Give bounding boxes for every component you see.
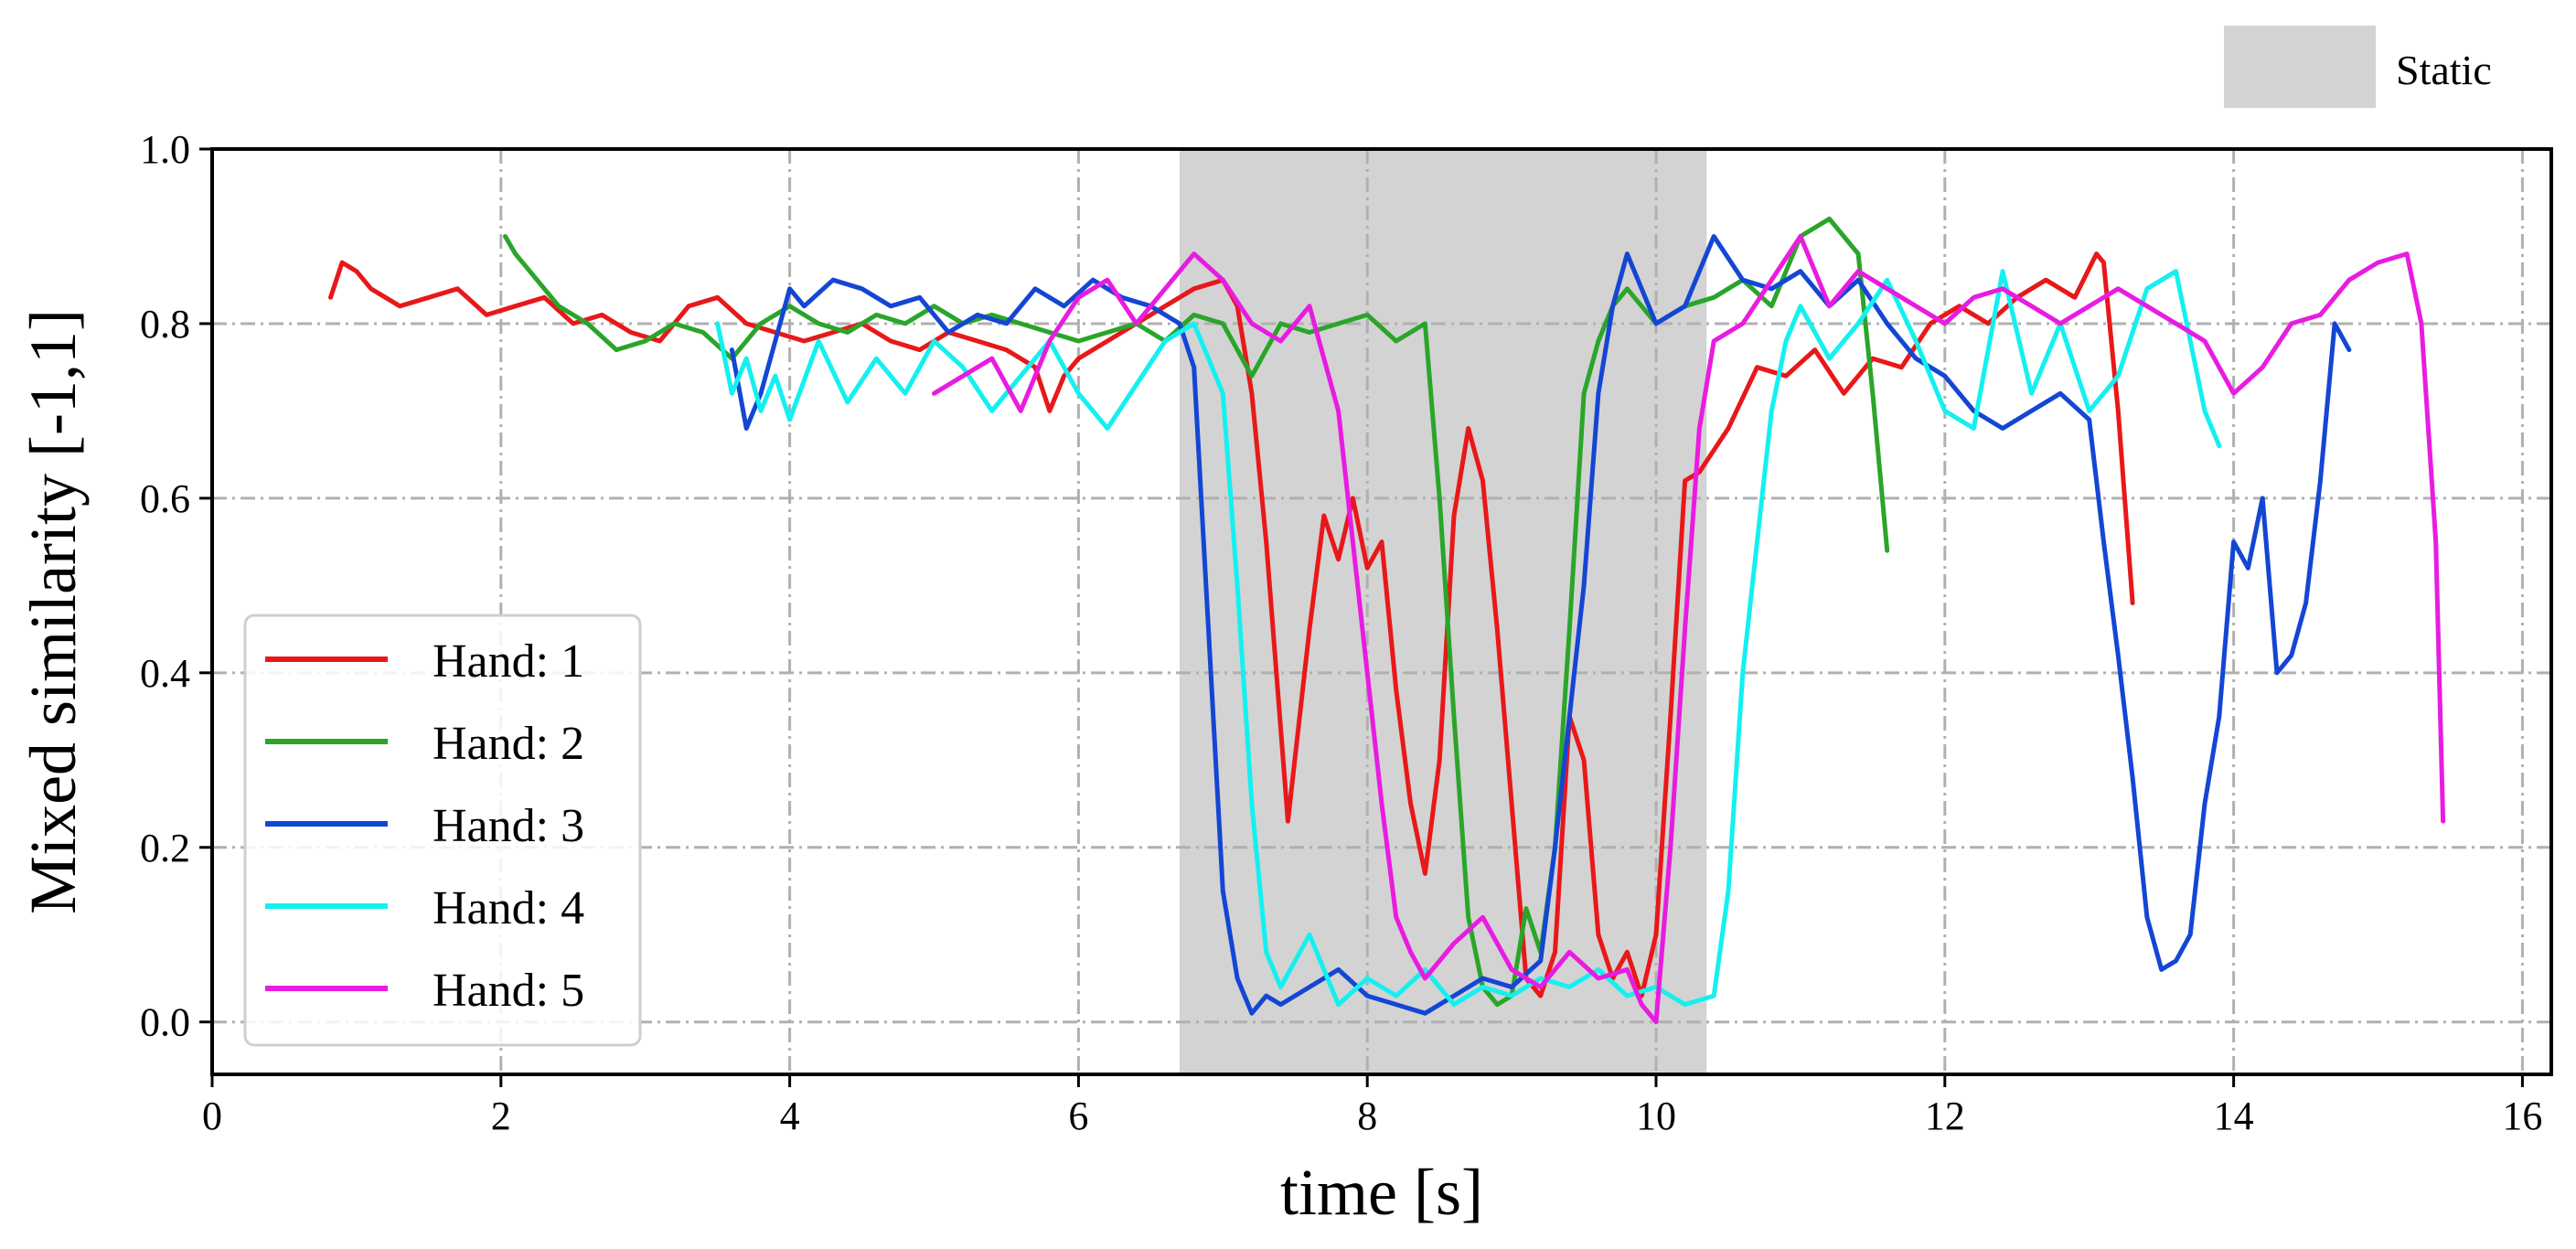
static-legend-label: Static xyxy=(2396,47,2492,93)
legend-frame xyxy=(243,614,642,1047)
legend-label-hand-2: Hand: 2 xyxy=(433,718,584,770)
y-tick-label: 0.2 xyxy=(140,826,190,870)
plot-frame xyxy=(210,147,2553,1076)
series-layer xyxy=(328,216,2446,1025)
y-tick-label: 0.8 xyxy=(140,302,190,347)
y-tick-label: 0.4 xyxy=(140,651,190,696)
x-axis-label: time [s] xyxy=(1280,1156,1483,1229)
x-tick-label: 2 xyxy=(491,1094,511,1138)
x-tick-label: 12 xyxy=(1925,1094,1965,1138)
x-tick-label: 6 xyxy=(1068,1094,1088,1138)
x-tick-label: 8 xyxy=(1357,1094,1377,1138)
static-legend: Static xyxy=(2224,26,2492,108)
series-legend: Hand: 1 Hand: 2 Hand: 3 Hand: 4 Hand: 5 xyxy=(243,614,642,1047)
static-region-layer xyxy=(1179,149,1707,1074)
legend-label-hand-3: Hand: 3 xyxy=(433,800,584,852)
legend-label-hand-1: Hand: 1 xyxy=(433,635,584,688)
x-tick-label: 14 xyxy=(2214,1094,2254,1138)
legend-label-hand-5: Hand: 5 xyxy=(433,965,584,1017)
y-axis-label: Mixed similarity [-1,1] xyxy=(16,309,90,914)
static-region xyxy=(1179,149,1707,1074)
y-tick-label: 1.0 xyxy=(140,127,190,172)
x-tick-label: 4 xyxy=(780,1094,800,1138)
y-tick-label: 0.0 xyxy=(140,1000,190,1045)
series-line-hand-5 xyxy=(932,234,2446,1025)
series-line-hand-2 xyxy=(503,216,1890,1008)
static-legend-swatch xyxy=(2224,26,2376,108)
x-tick-label: 10 xyxy=(1636,1094,1676,1138)
x-tick-label: 0 xyxy=(202,1094,222,1138)
y-tick-label: 0.6 xyxy=(140,476,190,521)
series-line-hand-3 xyxy=(729,234,2352,1016)
series-line-hand-4 xyxy=(715,269,2222,1008)
legend-label-hand-4: Hand: 4 xyxy=(433,882,584,934)
x-tick-label: 16 xyxy=(2502,1094,2542,1138)
series-line-hand-1 xyxy=(328,251,2135,998)
tick-layer: 0 2 4 6 8 10 12 14 16 0.0 0.2 0.4 0.6 0.8 1.0 xyxy=(140,127,2542,1138)
